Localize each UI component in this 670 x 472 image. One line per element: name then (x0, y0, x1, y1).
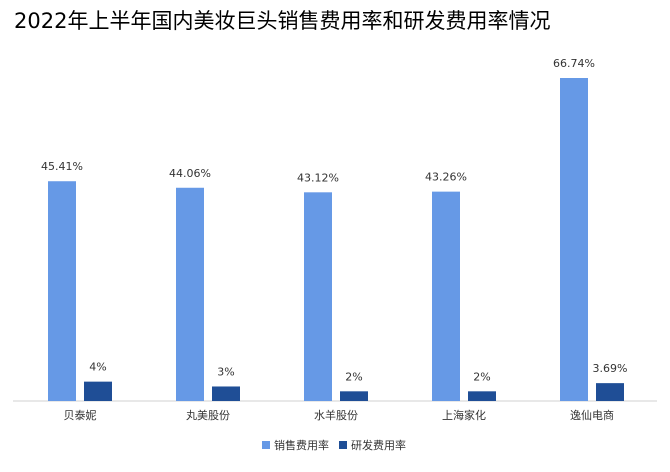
x-tick-label: 水羊股份 (314, 408, 358, 422)
data-label: 66.74% (553, 57, 595, 70)
bar (468, 391, 496, 401)
data-label: 4% (89, 361, 106, 374)
chart-title: 2022年上半年国内美妆巨头销售费用率和研发费用率情况 (14, 9, 550, 33)
legend-swatch (262, 441, 270, 449)
data-label: 2% (473, 370, 490, 383)
data-label: 3% (217, 365, 234, 378)
bar (176, 187, 204, 401)
bar (432, 191, 460, 401)
data-label: 2% (345, 370, 362, 383)
bar (48, 181, 76, 401)
bar (340, 391, 368, 401)
data-label: 43.26% (425, 171, 467, 184)
data-label: 44.06% (169, 167, 211, 180)
bar (560, 78, 588, 401)
legend-swatch (339, 441, 347, 449)
data-label: 3.69% (593, 362, 628, 375)
bar (212, 386, 240, 401)
x-tick-label: 上海家化 (442, 408, 486, 422)
x-tick-label: 逸仙电商 (570, 408, 614, 422)
x-tick-label: 贝泰妮 (64, 408, 97, 422)
data-label: 43.12% (297, 171, 339, 184)
bar (304, 192, 332, 401)
legend-label: 销售费用率 (274, 438, 329, 452)
legend-label: 研发费用率 (351, 438, 406, 452)
data-label: 45.41% (41, 160, 83, 173)
bar (84, 381, 112, 401)
x-tick-label: 丸美股份 (186, 409, 230, 422)
bar (596, 383, 624, 401)
